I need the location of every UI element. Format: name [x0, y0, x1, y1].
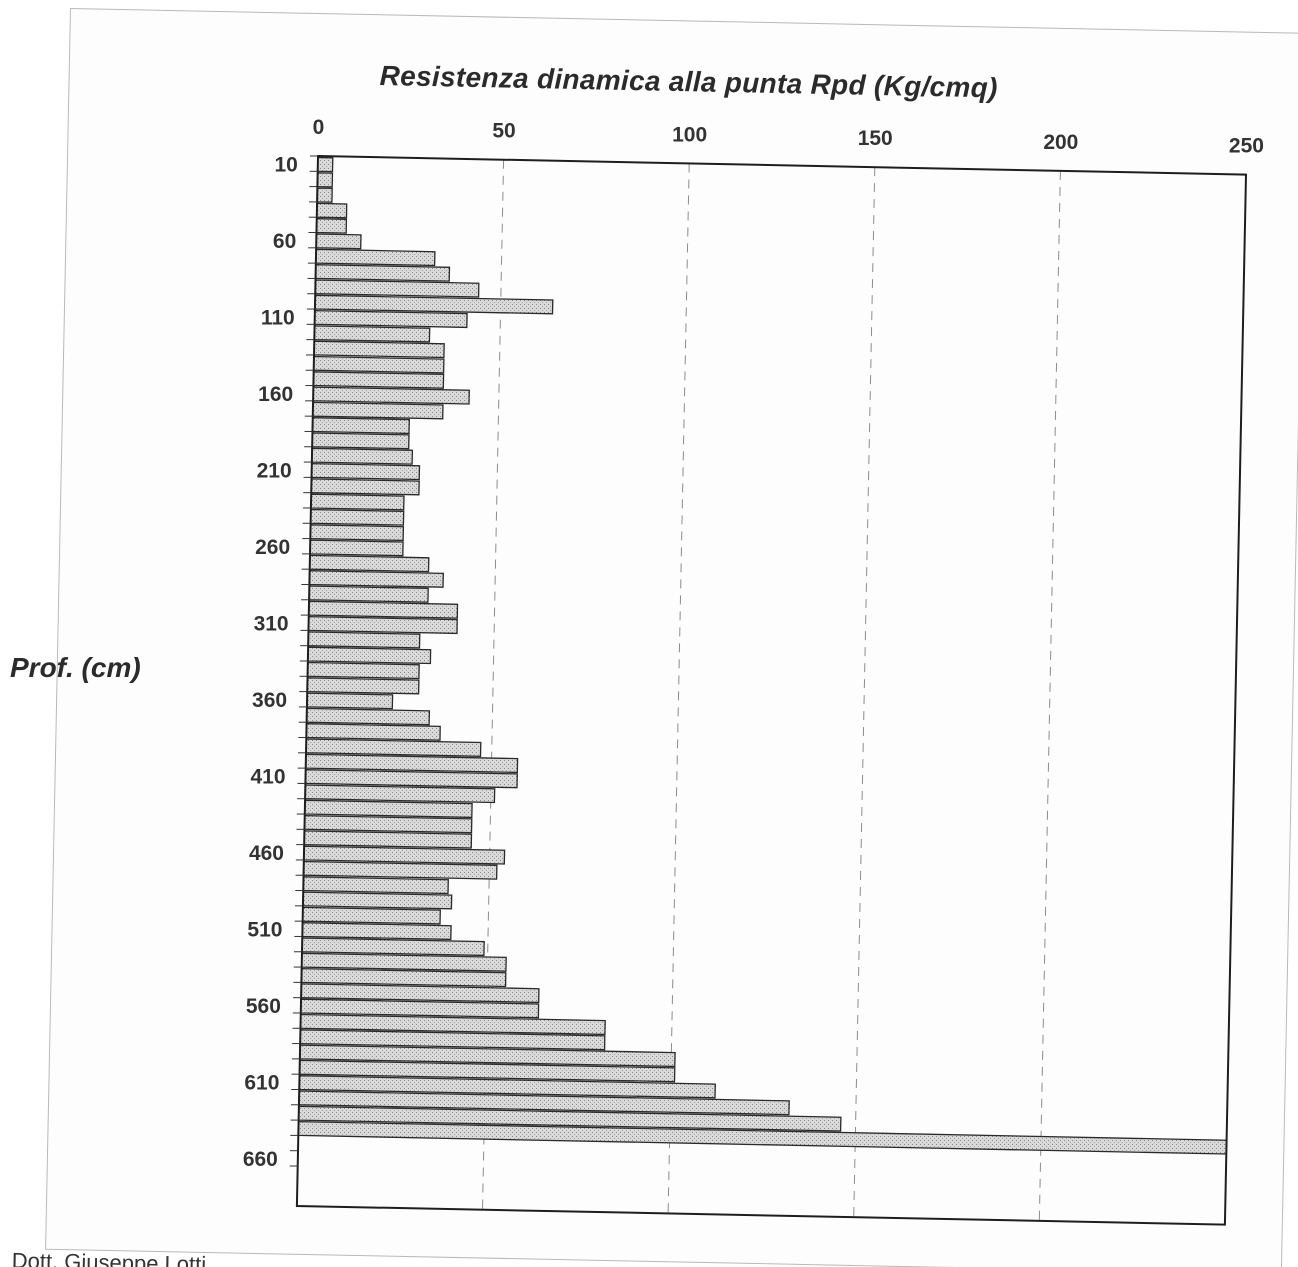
y-tick-label: 60 — [273, 230, 296, 253]
bar-depth-500 — [301, 906, 441, 925]
bar-depth-450 — [303, 830, 473, 849]
plot-frame — [295, 154, 1248, 1226]
y-tick-label: 260 — [255, 536, 290, 559]
y-tick-label: 560 — [246, 995, 281, 1018]
bar-depth-300 — [308, 600, 459, 619]
y-tick-label: 510 — [247, 919, 282, 942]
bar-depth-50 — [315, 218, 348, 234]
plot-area: 0 50 100 150 200 250 10 60 110 160 210 260 310 360 410… — [243, 116, 1264, 1226]
y-tick-label: 610 — [244, 1072, 279, 1095]
bar-depth-470 — [302, 860, 498, 880]
x-tick-label: 100 — [672, 123, 707, 146]
bar-depth-270 — [309, 554, 430, 573]
bar-depth-430 — [304, 799, 473, 819]
y-tick-label: 360 — [252, 689, 287, 712]
bar-depth-20 — [316, 172, 334, 188]
y-tick-label: 10 — [274, 153, 297, 176]
x-tick-label: 250 — [1229, 135, 1264, 158]
bar-depth-220 — [310, 478, 420, 496]
bar-depth-370 — [305, 707, 431, 726]
bar-depth-70 — [315, 248, 436, 267]
bar-depth-230 — [310, 493, 405, 511]
y-axis-label: Prof. (cm) — [10, 652, 141, 683]
bar-depth-170 — [312, 401, 444, 420]
bar-depth-150 — [312, 371, 445, 389]
bar-depth-520 — [301, 937, 485, 957]
bar-depth-530 — [301, 952, 507, 972]
bar-depth-350 — [306, 677, 420, 695]
x-tick-label: 150 — [858, 127, 893, 150]
bar-depth-330 — [307, 646, 432, 665]
bar-depth-380 — [305, 723, 441, 741]
bar-depth-90 — [314, 279, 480, 298]
bar-depth-290 — [308, 585, 429, 603]
bar-depth-190 — [311, 432, 410, 450]
bar-depth-120 — [313, 325, 431, 343]
bar-depth-510 — [301, 922, 452, 941]
bar-depth-130 — [313, 340, 445, 359]
bar-depth-140 — [313, 355, 445, 374]
y-tick-label: 460 — [249, 842, 284, 865]
bar-depth-420 — [304, 784, 496, 804]
bar-depth-360 — [306, 692, 394, 710]
bar-depth-60 — [315, 233, 362, 250]
x-tick-label: 0 — [313, 116, 325, 139]
grid-line-200 — [1038, 170, 1061, 1221]
bar-depth-240 — [309, 508, 405, 526]
bar-depth-30 — [316, 187, 333, 203]
y-tick-label: 110 — [261, 306, 295, 329]
bar-depth-480 — [302, 876, 449, 895]
bar-depth-540 — [300, 967, 507, 988]
bar-depth-10 — [317, 156, 334, 173]
bar-depth-460 — [303, 845, 506, 865]
bar-depth-310 — [307, 615, 458, 635]
bar-depth-200 — [311, 447, 414, 465]
bar-depth-260 — [309, 539, 404, 557]
bar-depth-390 — [305, 738, 482, 757]
y-tick-label: 310 — [254, 613, 289, 636]
bar-depth-490 — [302, 891, 453, 910]
y-tick-label: 210 — [257, 459, 292, 482]
bar-depth-210 — [310, 462, 421, 481]
bar-depth-440 — [303, 814, 473, 834]
grid-line-150 — [853, 167, 876, 1218]
bar-depth-40 — [316, 202, 348, 219]
bar-depth-180 — [311, 417, 410, 435]
x-tick-label: 50 — [492, 120, 515, 143]
bar-depth-110 — [313, 309, 468, 329]
author-footer: Dott. Giuseppe Lotti — [11, 1248, 207, 1267]
y-tick-label: 410 — [250, 766, 285, 789]
y-tick-label: 160 — [258, 383, 293, 406]
bar-depth-250 — [309, 524, 405, 542]
y-tick-label: 660 — [243, 1148, 278, 1171]
bar-depth-160 — [312, 386, 470, 405]
bar-depth-340 — [306, 661, 420, 680]
bar-depth-80 — [314, 264, 451, 282]
bar-depth-320 — [307, 631, 421, 649]
x-tick-label: 200 — [1043, 131, 1078, 154]
bar-depth-280 — [308, 570, 444, 588]
